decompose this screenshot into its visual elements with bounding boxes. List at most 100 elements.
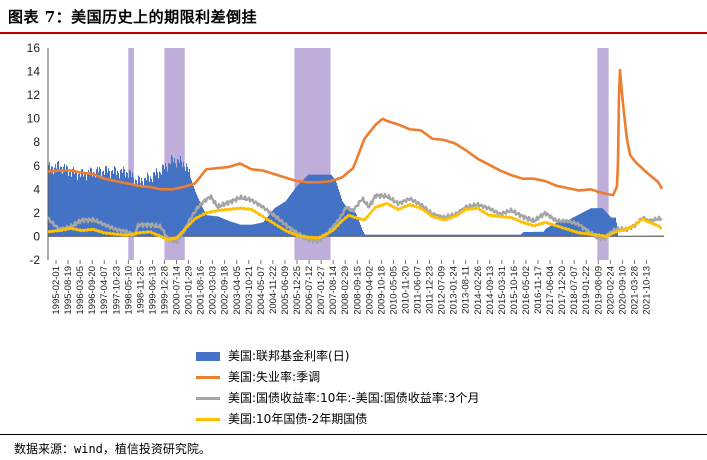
x-axis-ticks: 1995-02-01 1995-08-19 1996-03-05 1996-09-20…: [51, 260, 652, 315]
fed-funds-bar: [427, 234, 428, 237]
y-tick-label: 14: [27, 65, 41, 79]
fed-funds-bar: [233, 222, 234, 237]
fed-funds-bar: [92, 176, 93, 237]
fed-funds-bar: [570, 218, 571, 237]
fed-funds-bar: [599, 208, 600, 237]
fed-funds-bar: [91, 168, 92, 237]
x-tick-label: 2001-01-29: [184, 266, 195, 315]
fed-funds-bar: [245, 224, 246, 237]
fed-funds-bar: [456, 234, 457, 237]
fed-funds-bar: [405, 234, 406, 237]
fed-funds-bar: [71, 176, 72, 237]
fed-funds-bar: [213, 215, 214, 237]
legend-label: 美国:国债收益率:10年:-美国:国债收益率:3个月: [228, 391, 480, 405]
fed-funds-bar: [493, 234, 494, 237]
fed-funds-bar: [369, 234, 370, 237]
fed-funds-bar: [571, 218, 572, 237]
fed-funds-bar: [162, 164, 163, 237]
fed-funds-bar: [611, 217, 612, 237]
fed-funds-bar: [293, 190, 294, 237]
fed-funds-bar: [361, 227, 362, 237]
fed-funds-bar: [325, 174, 326, 237]
fed-funds-bar: [145, 177, 146, 237]
fed-funds-bar: [592, 208, 593, 237]
data-source-note: 数据来源：wind，植信投资研究院。: [14, 442, 211, 456]
fed-funds-bar: [178, 160, 179, 237]
fed-funds-bar: [227, 220, 228, 237]
fed-funds-bar: [381, 234, 382, 237]
fed-funds-bar: [429, 234, 430, 237]
fed-funds-bar: [167, 171, 168, 237]
fed-funds-bar: [487, 234, 488, 237]
fed-funds-bar: [448, 234, 449, 237]
fed-funds-bar: [613, 217, 614, 237]
fed-funds-bar: [478, 234, 479, 237]
fed-funds-bar: [484, 234, 485, 237]
x-tick-label: 2011-06-07: [413, 266, 424, 314]
fed-funds-bar: [53, 174, 54, 237]
fed-funds-bar: [174, 158, 175, 237]
fed-funds-bar: [142, 181, 143, 237]
fed-funds-bar: [513, 234, 514, 237]
fed-funds-bar: [462, 234, 463, 237]
fed-funds-bar: [76, 171, 77, 237]
fed-funds-bar: [128, 177, 129, 237]
fed-funds-bar: [418, 234, 419, 237]
fed-funds-bar: [172, 157, 173, 237]
fed-funds-bar: [122, 172, 123, 237]
fed-funds-bar: [530, 231, 531, 237]
fed-funds-bar: [105, 166, 106, 237]
fed-funds-bar: [318, 174, 319, 237]
x-tick-label: 1998-05-10: [123, 266, 134, 315]
series-line: [47, 68, 664, 197]
fed-funds-bar: [407, 234, 408, 237]
fed-funds-bar: [390, 234, 391, 237]
fed-funds-bar: [529, 231, 530, 237]
x-tick-label: 2014-02-26: [473, 266, 484, 315]
fed-funds-bar: [66, 165, 67, 237]
source-divider: [0, 434, 707, 435]
fed-funds-bar: [559, 221, 560, 237]
fed-funds-bar: [516, 234, 517, 237]
fed-funds-bar: [223, 218, 224, 237]
fed-funds-bar: [608, 214, 609, 237]
fed-funds-bar: [352, 211, 353, 237]
fed-funds-bar: [391, 234, 392, 237]
x-tick-label: 2013-01-24: [449, 266, 460, 315]
fed-funds-bar: [239, 224, 240, 237]
legend-label: 美国:10年国债-2年期国债: [228, 412, 368, 426]
fed-funds-bar: [116, 175, 117, 237]
fed-funds-bar: [502, 234, 503, 237]
fed-funds-bar: [598, 208, 599, 237]
fed-funds-bar: [182, 167, 183, 237]
fed-funds-bar: [380, 234, 381, 237]
fed-funds-bar: [190, 177, 191, 237]
fed-funds-bar: [55, 164, 56, 237]
fed-funds-bar: [126, 171, 127, 237]
x-tick-label: 2012-07-09: [437, 266, 448, 315]
fed-funds-bar: [589, 208, 590, 237]
fed-funds-bar: [437, 234, 438, 237]
fed-funds-bar: [205, 212, 206, 237]
fed-funds-bar: [221, 217, 222, 237]
fed-funds-bar: [397, 234, 398, 237]
fed-funds-bar: [97, 167, 98, 237]
fed-funds-bar: [289, 196, 290, 237]
fed-funds-bar: [371, 234, 372, 237]
fed-funds-bar: [180, 156, 181, 237]
fed-funds-bar: [249, 224, 250, 237]
fed-funds-bar: [183, 162, 184, 237]
fed-funds-bar: [550, 226, 551, 237]
fed-funds-bar: [74, 173, 75, 237]
fed-funds-bar: [147, 172, 148, 237]
fed-funds-bar: [232, 222, 233, 237]
fed-funds-bar: [537, 231, 538, 237]
fed-funds-bar: [96, 168, 97, 237]
fed-funds-bar: [131, 176, 132, 237]
x-tick-label: 2018-07-07: [569, 266, 580, 315]
fed-funds-bar: [469, 234, 470, 237]
fed-funds-bar: [354, 212, 355, 237]
x-tick-label: 2006-07-12: [304, 266, 315, 315]
fed-funds-bar: [62, 173, 63, 237]
fed-funds-bar: [287, 198, 288, 237]
